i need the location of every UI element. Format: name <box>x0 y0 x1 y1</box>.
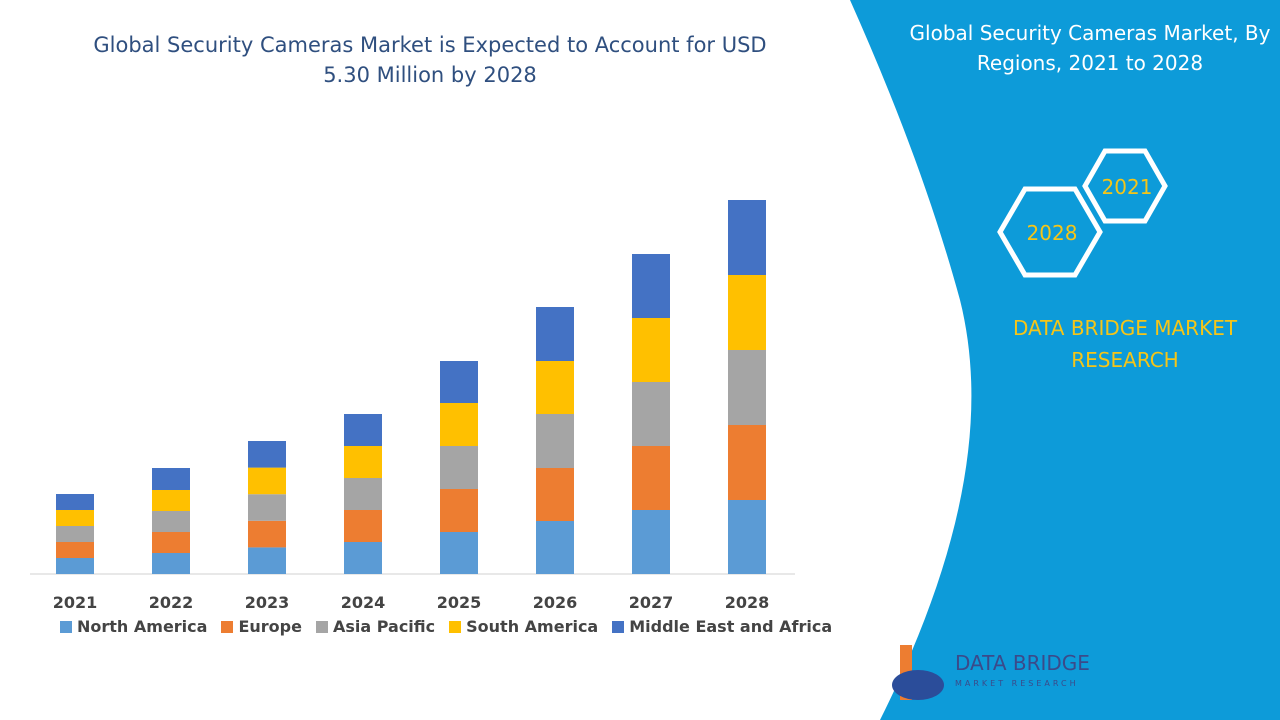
bar-segment <box>248 494 286 521</box>
bar-segment <box>728 350 766 425</box>
legend-swatch <box>315 621 328 633</box>
x-tick-label: 2025 <box>437 593 482 612</box>
logo-mark <box>892 670 944 700</box>
x-tick-label: 2026 <box>533 593 578 612</box>
legend-label: Middle East and Africa <box>629 617 833 636</box>
x-tick-label: 2021 <box>53 593 98 612</box>
legend-label: South America <box>466 617 599 636</box>
hexagon-label: 2028 <box>1027 221 1078 245</box>
bar-segment <box>152 532 190 553</box>
bar-segment <box>536 361 574 414</box>
bar-segment <box>536 468 574 521</box>
bar-segment <box>56 542 94 558</box>
legend-label: Asia Pacific <box>332 617 436 636</box>
logo-name: DATA BRIDGE <box>955 651 1090 675</box>
x-tick-label: 2022 <box>149 593 194 612</box>
bar-segment <box>440 446 478 489</box>
bar-segment <box>728 500 766 574</box>
bar-segment <box>152 490 190 511</box>
bar-segment <box>632 382 670 446</box>
legend-item: Europe <box>221 617 302 636</box>
bar-segment <box>248 441 286 468</box>
bar-segment <box>248 467 286 495</box>
bar-segment <box>440 532 478 574</box>
bar-segment <box>344 414 382 446</box>
legend-swatch <box>60 621 72 633</box>
bar-segment <box>632 510 670 574</box>
bar-segment <box>536 307 574 361</box>
chart-title: Global Security Cameras Market is Expect… <box>93 33 767 87</box>
legend-label: Europe <box>238 617 302 636</box>
bar-segment <box>56 558 94 574</box>
bar-segment <box>56 510 94 526</box>
bar-segment <box>56 494 94 510</box>
hexagon <box>997 186 1103 278</box>
bar-segment <box>728 275 766 350</box>
bar-segment <box>440 403 478 446</box>
bar-segment <box>440 361 478 403</box>
bar-segment <box>152 511 190 532</box>
x-tick-label: 2024 <box>341 593 386 612</box>
legend: North America Europe Asia Pacific South Ame… <box>60 617 832 636</box>
x-tick-label: 2023 <box>245 593 290 612</box>
bar-segment <box>344 510 382 542</box>
bar-segment <box>728 200 766 275</box>
bar-segment <box>344 542 382 574</box>
side-panel <box>850 0 1280 720</box>
legend-swatch <box>449 621 462 633</box>
chart: 2021 2022 2023 2024 2025 2026 2027 2028 <box>30 200 795 612</box>
bar-segment <box>248 547 286 574</box>
bar-segment <box>632 318 670 382</box>
bar-segment <box>440 489 478 532</box>
bar-segment <box>344 446 382 478</box>
bar-segment <box>152 553 190 574</box>
hexagon-label: 2021 <box>1102 175 1153 199</box>
legend-label: North America <box>77 617 208 636</box>
bar-segment <box>536 521 574 574</box>
brand-text: DATA BRIDGE MARKET RESEARCH <box>1012 316 1238 372</box>
bar-segment <box>248 520 286 548</box>
bar-segment <box>632 254 670 318</box>
hexagon <box>1082 148 1168 224</box>
legend-swatch <box>612 621 625 633</box>
legend-item: North America <box>60 617 207 636</box>
panel-title: Global Security Cameras Market, By Regio… <box>909 21 1271 75</box>
bar-segment <box>632 446 670 510</box>
legend-swatch <box>221 621 234 633</box>
bar-segment <box>152 468 190 490</box>
bar-segment <box>728 425 766 500</box>
legend-item: South America <box>449 617 598 636</box>
logo-tagline: MARKET RESEARCH <box>955 679 1079 688</box>
bar-segment <box>536 414 574 468</box>
x-tick-label: 2028 <box>725 593 770 612</box>
bar-segment <box>56 526 94 542</box>
x-tick-label: 2027 <box>629 593 674 612</box>
bar-segment <box>344 478 382 510</box>
legend-item: Middle East and Africa <box>612 617 832 636</box>
legend-item: Asia Pacific <box>315 617 436 636</box>
